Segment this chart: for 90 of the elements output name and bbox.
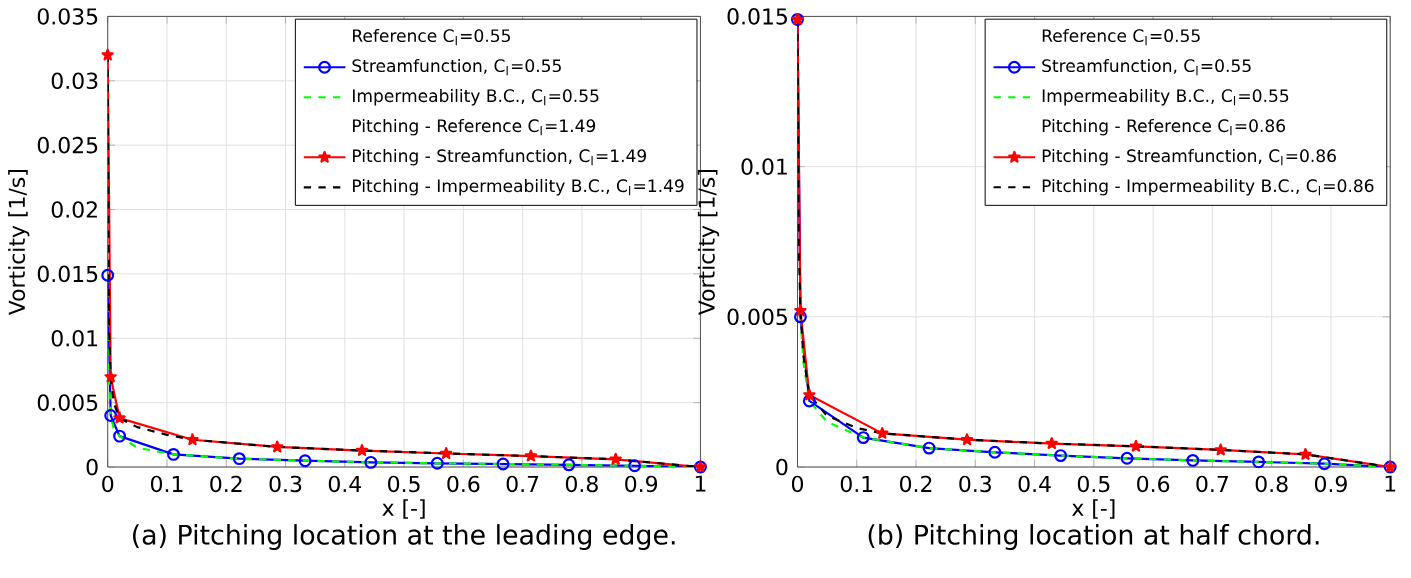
x-tick-label: 0.9	[1314, 475, 1347, 493]
x-tick-label: 0	[791, 475, 803, 493]
point	[609, 452, 622, 465]
point	[628, 459, 642, 473]
legend-label: Pitching - Impermeability B.C., C$_{l}$=1.49	[353, 179, 684, 196]
point	[803, 388, 816, 401]
y-tick-label: 0	[86, 458, 98, 476]
x-tick-label: 1	[695, 475, 706, 492]
x-tick-label: 1	[1385, 475, 1396, 492]
text: Pitching - Reference C$_{l}$=1.49	[353, 118, 596, 136]
text: Reference C$_{l}$=0.55	[353, 28, 510, 46]
text: Reference C$_{l}$=0.55	[1042, 28, 1200, 46]
x-tick-label: 0.6	[447, 475, 480, 493]
y-tick-label: 0.03	[51, 72, 98, 90]
x-tick-label: 0.3	[269, 475, 302, 493]
x-tick-label: 0.1	[151, 475, 183, 493]
y-axis-title: Vorticity [1/s]	[697, 170, 720, 316]
x-axis-title: x [-]	[382, 499, 425, 519]
point	[1317, 457, 1331, 471]
point	[856, 431, 870, 445]
y-tick-label: 0.035	[37, 8, 98, 25]
point	[439, 447, 453, 459]
point	[186, 433, 199, 446]
point	[430, 456, 444, 470]
point	[1186, 453, 1200, 467]
point	[113, 429, 127, 443]
point	[562, 458, 576, 472]
point	[1214, 443, 1227, 456]
point	[988, 445, 1002, 459]
y-tick-label: 0.01	[51, 330, 98, 347]
point	[1045, 437, 1058, 450]
legend-label: Streamfunction, C$_{l}$=0.55	[352, 58, 561, 76]
x-tick-label: 0.5	[388, 475, 420, 493]
y-tick-label: 0.015	[37, 265, 98, 283]
point	[1054, 449, 1068, 463]
point	[793, 310, 807, 324]
x-tick-label: 0.9	[625, 475, 658, 493]
x-tick-label: 0.8	[565, 475, 598, 493]
y-tick-label: 0.005	[37, 394, 98, 411]
text: (a) Pitching location at the leading edge.	[132, 524, 675, 551]
x-tick-label: 0.4	[1018, 475, 1051, 493]
point	[104, 370, 117, 383]
point	[232, 452, 246, 466]
x-tick-label: 0.2	[900, 475, 932, 493]
point	[101, 268, 115, 282]
legend-label: Pitching - Streamfunction, C$_{l}$=1.49	[353, 149, 647, 166]
x-tick-label: 0	[102, 475, 114, 493]
x-tick-label: 0.8	[1255, 475, 1288, 493]
x-axis-title: x [-]	[1072, 499, 1115, 519]
y-axis-title: Vorticity [1/s]	[8, 170, 30, 316]
x-tick-label: 0.6	[1137, 475, 1170, 493]
point	[1299, 447, 1312, 460]
point	[922, 441, 936, 455]
y-tick-label: 0	[776, 458, 788, 476]
point	[271, 440, 284, 453]
x-tick-label: 0.7	[1196, 475, 1228, 493]
point	[794, 304, 807, 317]
point	[355, 444, 369, 457]
point	[524, 449, 538, 462]
point	[101, 48, 114, 61]
legend-label: Pitching - Streamfunction, C$_{l}$=0.86	[1042, 149, 1336, 166]
point	[364, 455, 378, 469]
x-tick-label: 0.3	[959, 475, 991, 493]
legend-label: Pitching - Impermeability B.C., C$_{l}$=0.86	[1042, 179, 1374, 196]
point	[960, 433, 974, 446]
point	[496, 457, 510, 471]
point	[113, 411, 126, 424]
x-tick-label: 0.2	[210, 475, 242, 493]
x-tick-label: 0.5	[1077, 475, 1110, 493]
point	[298, 454, 312, 468]
point	[802, 394, 816, 408]
point	[876, 426, 889, 439]
point	[167, 447, 180, 461]
x-tick-label: 0.1	[840, 475, 873, 493]
point	[1120, 451, 1134, 465]
y-tick-label: 0.01	[741, 158, 787, 175]
y-tick-label: 0.025	[37, 136, 98, 154]
y-tick-label: 0.005	[727, 308, 787, 326]
point	[104, 409, 118, 423]
point	[1129, 439, 1143, 452]
y-tick-label: 0.02	[51, 201, 97, 218]
x-tick-label: 0.7	[506, 475, 539, 493]
legend-label: Streamfunction, C$_{l}$=0.55	[1042, 58, 1251, 76]
y-tick-label: 0.015	[727, 8, 787, 25]
legend-label: Impermeability B.C., C$_{l}$=0.55	[1042, 88, 1289, 106]
point	[1252, 455, 1266, 469]
text: Pitching - Reference C$_{l}$=0.86	[1042, 118, 1286, 136]
x-tick-label: 0.4	[328, 475, 361, 493]
text: (b) Pitching location at half chord.	[868, 524, 1319, 551]
legend-label: Impermeability B.C., C$_{l}$=0.55	[353, 88, 599, 106]
